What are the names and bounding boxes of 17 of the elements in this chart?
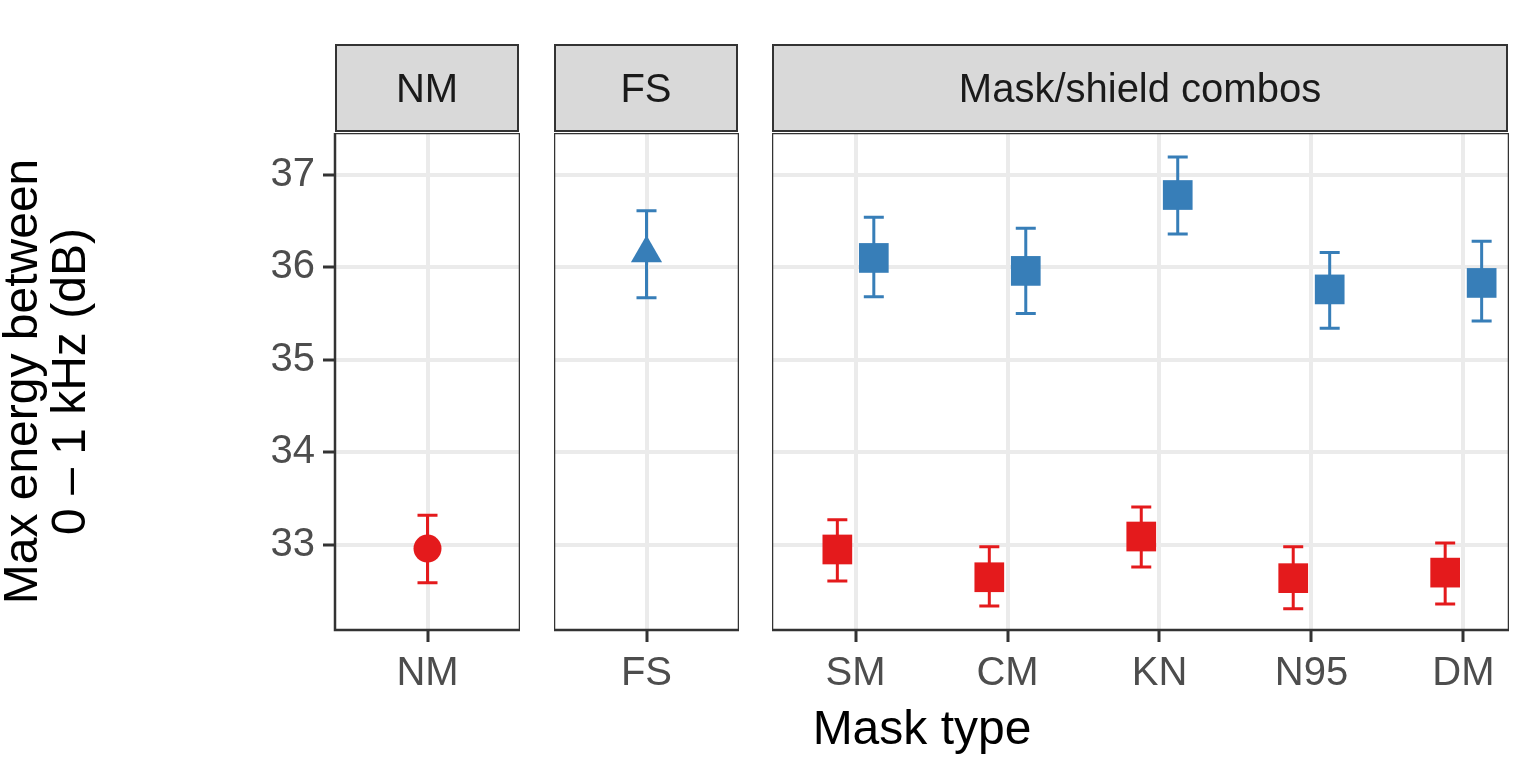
x-tick-label: FS: [620, 649, 673, 694]
chart-title: Mask/shield combos: [772, 44, 1508, 132]
x-tick-label: KN: [1131, 649, 1188, 694]
y-axis-title: Max energy between 0 – 1 kHz (dB): [0, 158, 96, 605]
x-tick-label: CM: [976, 649, 1039, 694]
y-tick-label: 34: [270, 427, 315, 472]
y-tick-label: 33: [270, 519, 315, 564]
y-tick-label: 36: [270, 242, 315, 287]
chart-title: FS: [554, 44, 738, 132]
chart-title: NM: [335, 44, 519, 132]
x-tick-label: SM: [825, 649, 886, 694]
y-tick-label: 37: [270, 149, 315, 194]
y-tick-label: 35: [270, 334, 315, 379]
x-tick-label: N95: [1274, 649, 1349, 694]
x-axis-title: Mask type: [811, 700, 1033, 755]
x-tick-label: NM: [396, 649, 459, 694]
x-tick-label: DM: [1432, 649, 1495, 694]
